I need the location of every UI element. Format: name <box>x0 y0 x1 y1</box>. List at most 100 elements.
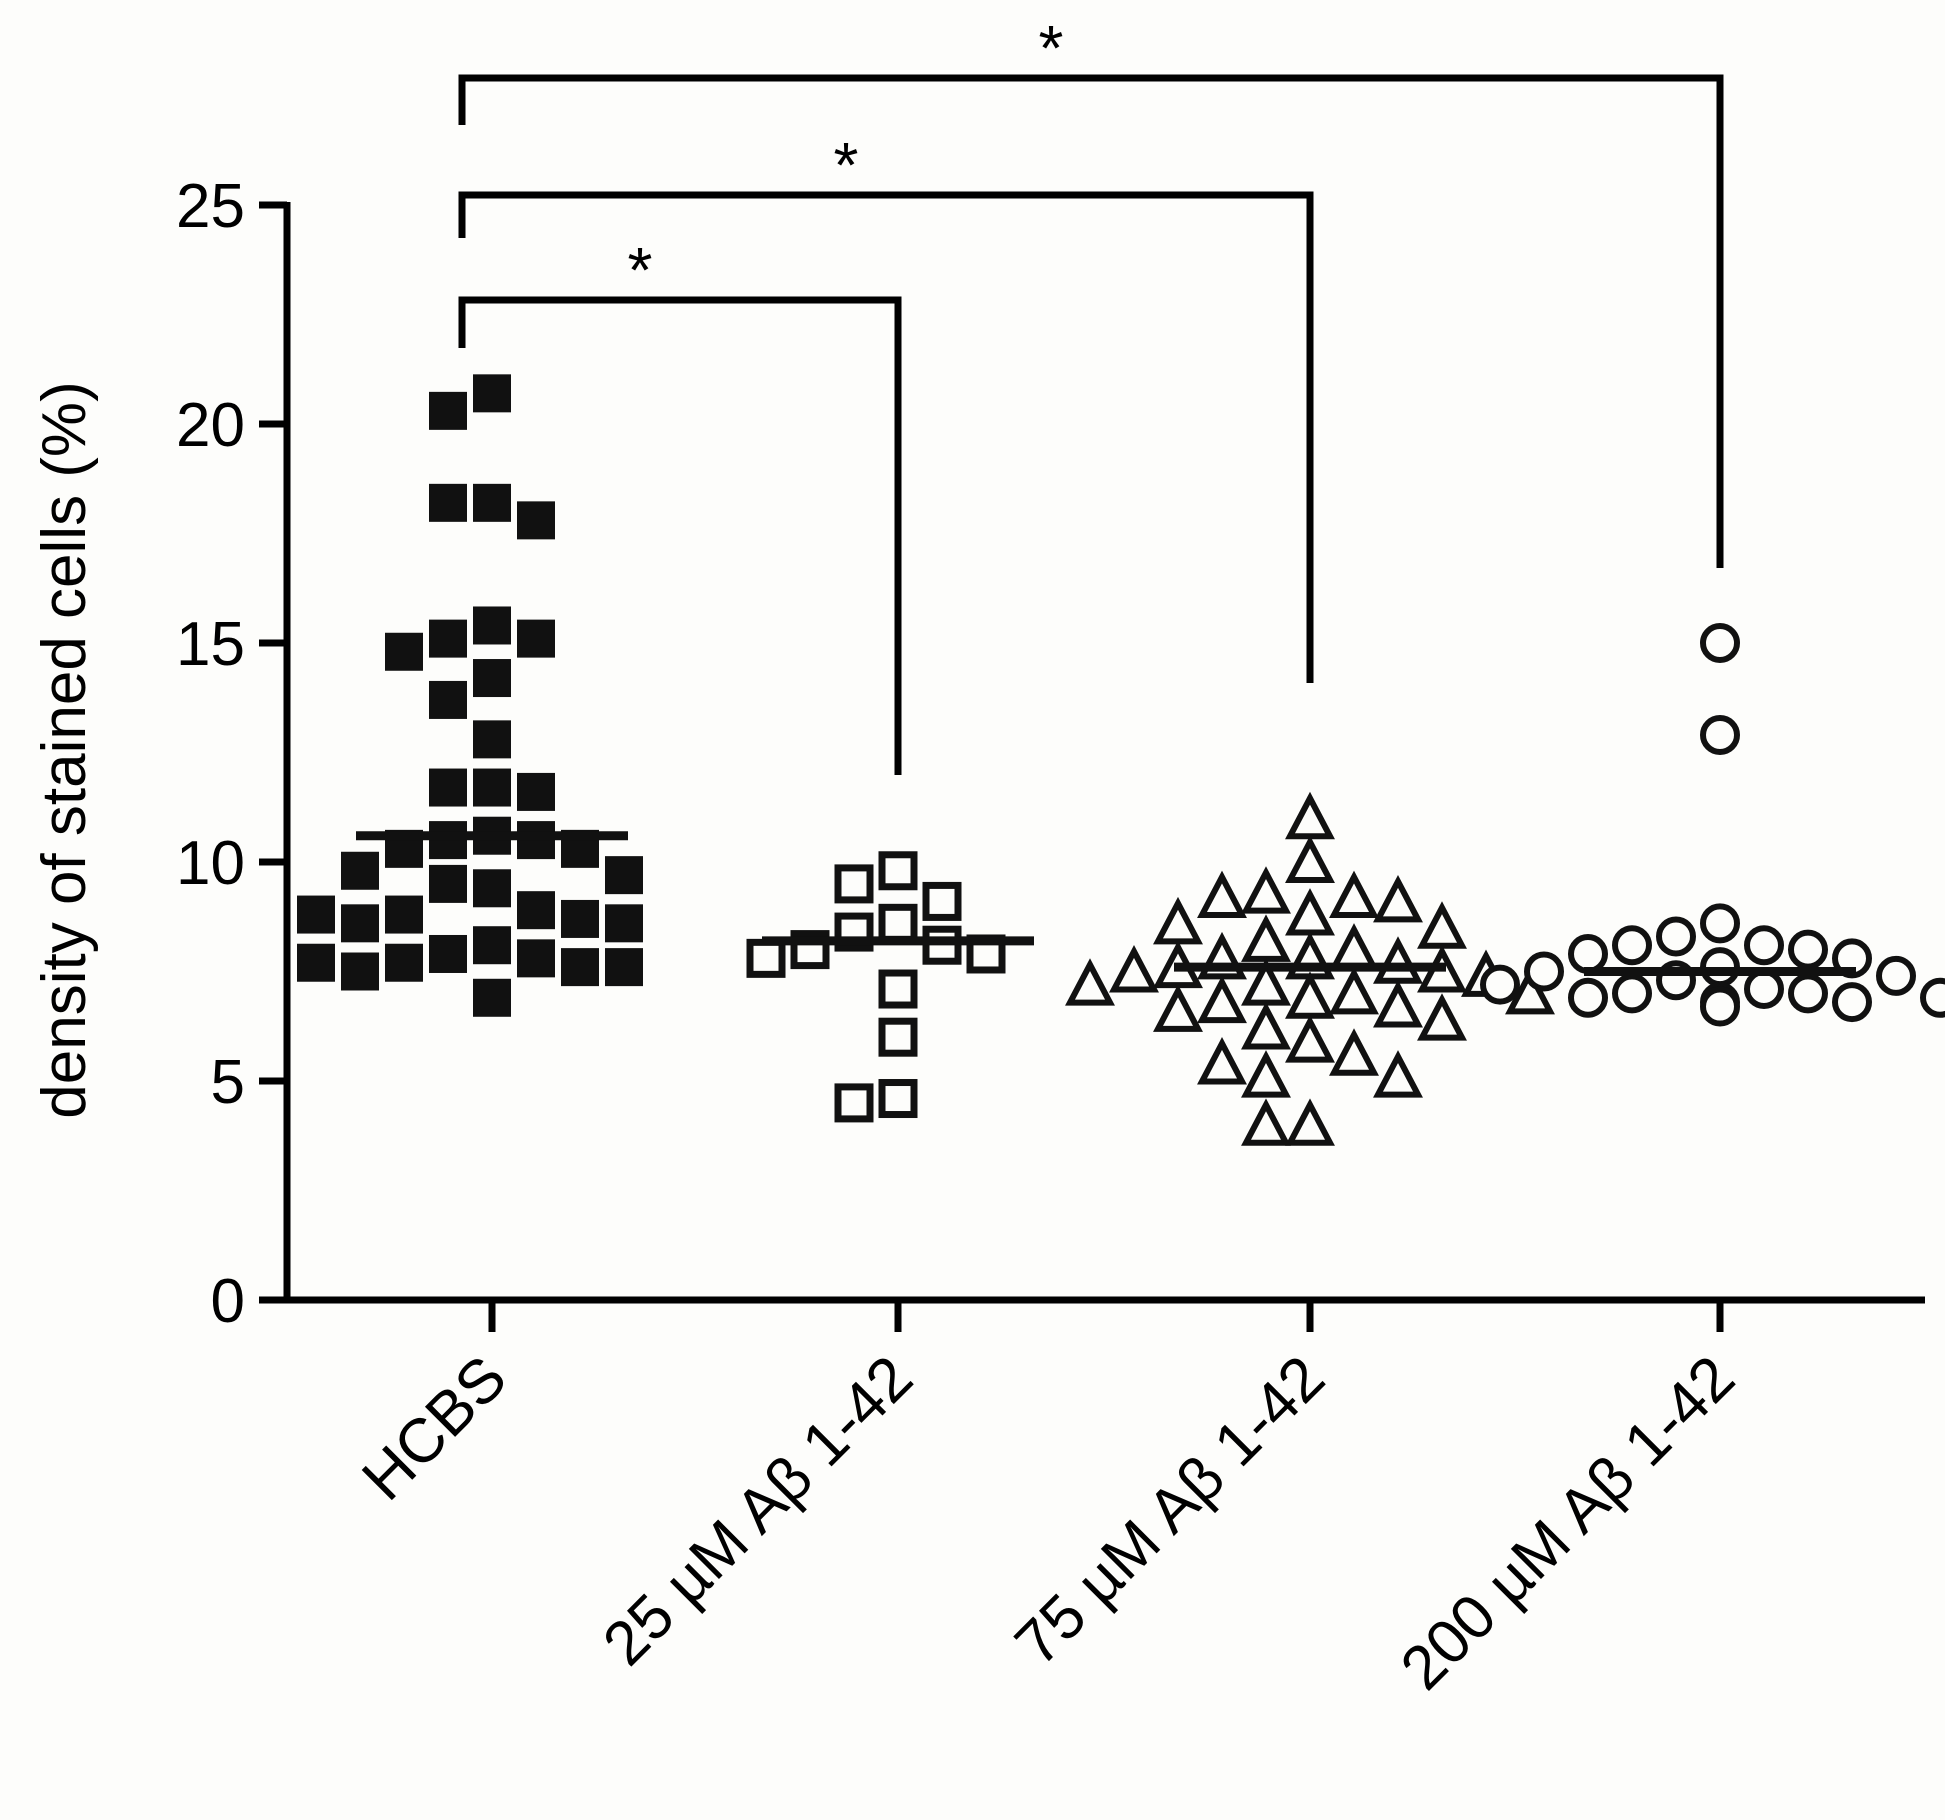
data-point-75uM <box>1065 958 1115 1006</box>
data-point-75uM <box>1285 791 1335 840</box>
data-point-hcbs <box>473 720 511 759</box>
significance-brackets: * * * <box>458 12 1724 775</box>
y-tick-label: 20 <box>176 391 245 460</box>
x-tick-label: 200 µM Aβ 1-42 <box>1388 1343 1748 1703</box>
data-point-hcbs <box>429 680 467 719</box>
data-point-75uM <box>1197 1037 1247 1085</box>
data-point-75uM <box>1153 984 1203 1032</box>
data-point-75uM <box>1373 1050 1423 1098</box>
data-point-hcbs <box>385 632 423 671</box>
y-tick-label: 0 <box>211 1267 245 1336</box>
data-point-75uM <box>1153 896 1203 945</box>
data-point-hcbs <box>429 391 467 430</box>
data-point-75uM <box>1241 866 1291 914</box>
data-point-25uM <box>878 851 918 891</box>
data-point-25uM <box>922 881 962 921</box>
data-point-hcbs <box>561 899 599 938</box>
data-point-75uM <box>1197 975 1247 1024</box>
data-point-75uM <box>1285 888 1335 936</box>
data-point-hcbs <box>473 659 511 698</box>
data-point-75uM <box>1329 923 1379 971</box>
data-point-200uM <box>1744 969 1784 1010</box>
data-point-75uM <box>1329 1028 1379 1076</box>
data-point-hcbs <box>473 606 511 645</box>
data-point-200uM <box>1788 929 1828 970</box>
data-point-hcbs <box>341 952 379 991</box>
data-point-hcbs <box>473 483 511 522</box>
data-point-200uM <box>1568 933 1608 974</box>
data-point-75uM <box>1197 870 1247 919</box>
data-point-hcbs <box>561 948 599 987</box>
mean-lines <box>356 831 1856 976</box>
data-point-hcbs <box>429 483 467 522</box>
data-point-75uM <box>1285 1098 1335 1146</box>
data-point-hcbs <box>385 943 423 982</box>
data-point-75uM <box>1241 1001 1291 1050</box>
significance-bracket <box>458 296 902 775</box>
data-point-hcbs <box>429 864 467 903</box>
data-point-75uM <box>1417 993 1467 1041</box>
data-point-hcbs <box>473 374 511 413</box>
data-point-200uM <box>1700 986 1740 1027</box>
data-point-200uM <box>1612 973 1652 1014</box>
data-point-hcbs <box>385 895 423 934</box>
data-point-hcbs <box>517 501 555 540</box>
data-point-hcbs <box>605 948 643 987</box>
data-point-200uM <box>1700 623 1740 663</box>
data-point-200uM <box>1920 977 1945 1018</box>
data-point-hcbs <box>341 904 379 943</box>
data-point-25uM <box>834 864 874 904</box>
data-point-hcbs <box>605 904 643 943</box>
data-point-75uM <box>1373 936 1423 984</box>
data-point-75uM <box>1373 874 1423 923</box>
data-points <box>297 374 1945 1146</box>
y-tick-label: 25 <box>176 172 245 241</box>
data-point-hcbs <box>605 856 643 895</box>
data-point-200uM <box>1612 925 1652 966</box>
data-point-200uM <box>1700 903 1740 944</box>
y-tick-label: 10 <box>176 829 245 898</box>
x-tick-label: 25 µM Aβ 1-42 <box>590 1343 926 1679</box>
data-point-200uM <box>1568 977 1608 1018</box>
data-point-75uM <box>1241 914 1291 962</box>
data-point-75uM <box>1329 870 1379 919</box>
data-point-75uM <box>1285 1015 1335 1063</box>
data-point-hcbs <box>517 891 555 930</box>
data-point-25uM <box>834 1083 874 1123</box>
data-point-200uM <box>1876 955 1916 996</box>
data-point-hcbs <box>473 926 511 965</box>
data-point-200uM <box>1832 982 1872 1023</box>
data-point-200uM <box>1524 951 1564 992</box>
data-point-75uM <box>1417 901 1467 949</box>
data-point-200uM <box>1656 916 1696 957</box>
data-point-hcbs <box>517 619 555 658</box>
x-tick-label: HCBS <box>349 1343 520 1514</box>
x-tick-label: 75 µM Aβ 1-42 <box>1002 1343 1338 1679</box>
data-point-75uM <box>1109 945 1159 993</box>
data-point-200uM <box>1744 925 1784 966</box>
data-point-75uM <box>1329 966 1379 1015</box>
data-point-75uM <box>1241 1098 1291 1146</box>
data-point-hcbs <box>517 772 555 811</box>
data-point-25uM <box>878 1079 918 1119</box>
data-point-hcbs <box>429 619 467 658</box>
data-point-hcbs <box>473 768 511 807</box>
data-point-hcbs <box>473 978 511 1017</box>
significance-bracket <box>458 191 1314 683</box>
significance-label: * <box>834 129 859 201</box>
data-point-hcbs <box>473 869 511 908</box>
data-point-75uM <box>1505 966 1555 1015</box>
significance-label: * <box>1039 12 1064 84</box>
data-point-hcbs <box>429 768 467 807</box>
data-point-200uM <box>1480 964 1520 1005</box>
data-point-hcbs <box>297 895 335 934</box>
data-point-25uM <box>878 969 918 1009</box>
data-point-75uM <box>1373 980 1423 1028</box>
data-point-200uM <box>1788 973 1828 1014</box>
data-point-25uM <box>878 1017 918 1057</box>
data-point-hcbs <box>517 939 555 978</box>
y-axis-label: density of stained cells (%) <box>30 381 99 1118</box>
significance-bracket <box>458 74 1724 568</box>
